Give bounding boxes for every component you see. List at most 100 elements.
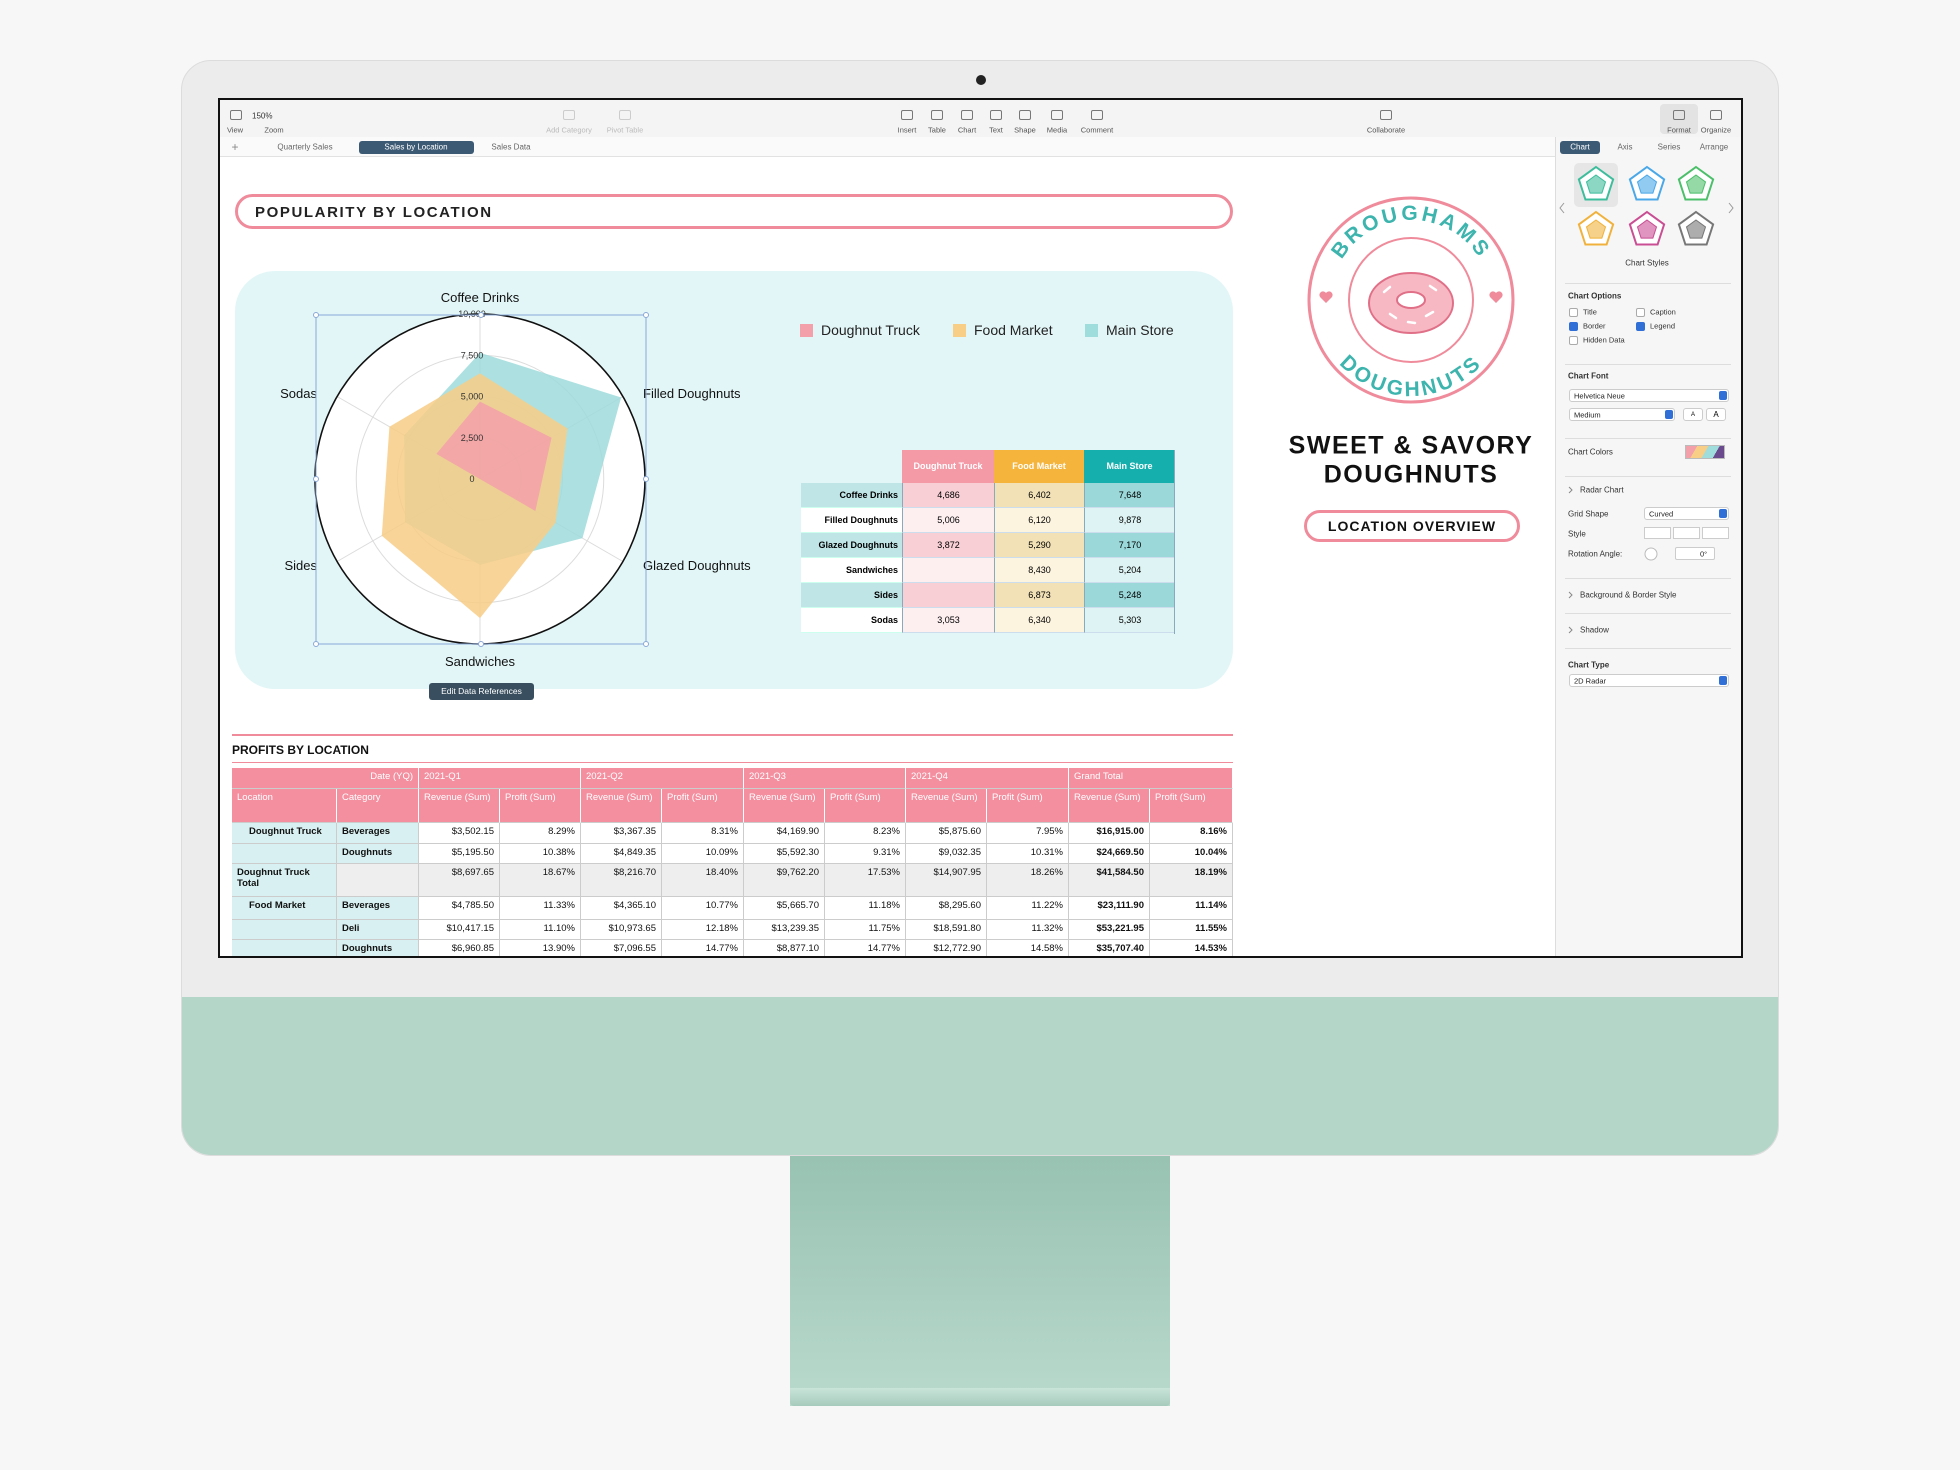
separator — [1565, 613, 1731, 614]
row-header: Filled Doughnuts — [801, 508, 902, 533]
toolbar-icon — [1019, 110, 1031, 120]
category-label: Filled Doughnuts — [643, 386, 741, 401]
value-cell: $14,907.95 — [906, 864, 987, 897]
rotation-field[interactable] — [1675, 547, 1715, 560]
inspector-tab[interactable]: Axis — [1617, 142, 1633, 152]
inspector-label[interactable]: Radar Chart — [1580, 485, 1624, 495]
value-cell: $23,111.90 — [1069, 897, 1150, 920]
table-cell: 6,120 — [994, 508, 1084, 533]
dropdown[interactable] — [1569, 389, 1729, 402]
style-button[interactable] — [1644, 527, 1671, 539]
table-cell: 5,204 — [1084, 558, 1175, 583]
option-label[interactable]: Caption — [1650, 307, 1676, 317]
rotation-value[interactable]: 0° — [1700, 549, 1708, 559]
inspector-label[interactable]: Background & Border Style — [1580, 590, 1677, 600]
dropdown-value[interactable]: Curved — [1649, 509, 1674, 518]
toolbar-label[interactable]: Shape — [1014, 125, 1036, 135]
value-cell: $8,216.70 — [581, 864, 662, 897]
inspector-tab[interactable]: Arrange — [1699, 142, 1729, 152]
inspector-tab[interactable]: Series — [1657, 142, 1681, 152]
sheet-tab[interactable]: Quarterly Sales — [277, 142, 333, 152]
toolbar-label[interactable]: View — [226, 125, 244, 135]
location-cell — [232, 844, 337, 864]
table-cell: 6,873 — [994, 583, 1084, 608]
table-cell: 9,878 — [1084, 508, 1175, 533]
category-cell: Beverages — [337, 897, 419, 920]
inspector-tab[interactable]: Chart — [1570, 142, 1590, 152]
value-cell: 10.09% — [662, 844, 744, 864]
legend-swatch — [1085, 324, 1098, 337]
category-label: Sodas — [280, 386, 317, 401]
icon — [230, 110, 242, 120]
inspector-label[interactable]: Shadow — [1580, 625, 1609, 635]
dropdown-value[interactable]: 2D Radar — [1574, 676, 1607, 685]
value-cell: 10.77% — [662, 897, 744, 920]
legend-swatch — [953, 324, 966, 337]
font-button[interactable]: A — [1706, 408, 1726, 421]
dropdown[interactable] — [1569, 674, 1729, 687]
toolbar-label[interactable]: Insert — [897, 125, 917, 135]
category-label: Sandwiches — [445, 654, 516, 669]
option-label[interactable]: Hidden Data — [1583, 335, 1625, 345]
color-swatch[interactable] — [1685, 445, 1725, 459]
checkbox[interactable] — [1636, 308, 1645, 317]
add-sheet[interactable]: + — [231, 140, 239, 154]
handle — [643, 641, 649, 647]
sheet-tab[interactable]: Sales by Location — [384, 142, 448, 152]
value-cell: $10,417.15 — [419, 920, 500, 940]
toolbar — [220, 100, 1741, 138]
toolbar-label[interactable]: Chart — [957, 125, 977, 135]
toolbar-icon — [619, 110, 631, 120]
value-cell: 12.18% — [662, 920, 744, 940]
checkbox[interactable] — [1569, 322, 1578, 331]
column-header: Profit (Sum) — [1150, 789, 1233, 823]
option-label[interactable]: Legend — [1650, 321, 1676, 331]
sheet-tab[interactable]: Sales Data — [491, 142, 531, 152]
table-cell: 7,170 — [1084, 533, 1175, 558]
checkbox[interactable] — [1636, 322, 1645, 331]
option-label[interactable]: Title — [1583, 307, 1597, 317]
toolbar-label[interactable]: Pivot Table — [606, 125, 644, 135]
toolbar-label[interactable]: Table — [928, 125, 946, 135]
period-header: 2021-Q1 — [419, 768, 581, 789]
chevron — [1559, 202, 1565, 214]
checkbox[interactable] — [1569, 308, 1578, 317]
toolbar-label[interactable]: Comment — [1080, 125, 1114, 135]
toolbar-label[interactable]: Zoom — [264, 125, 284, 135]
value-cell: $24,669.50 — [1069, 844, 1150, 864]
value-cell: 10.38% — [500, 844, 581, 864]
style-button[interactable] — [1702, 527, 1729, 539]
dropdown-value[interactable]: Medium — [1574, 410, 1601, 419]
style-button[interactable] — [1673, 527, 1700, 539]
table-cell: 5,303 — [1084, 608, 1175, 633]
checkbox[interactable] — [1569, 336, 1578, 345]
screen: POPULARITY BY LOCATION BROUGHAMS DOUGHNU… — [218, 98, 1743, 958]
toolbar-label[interactable]: Format — [1667, 125, 1691, 135]
toolbar-label[interactable]: Collaborate — [1366, 125, 1406, 135]
value-cell: $41,584.50 — [1069, 864, 1150, 897]
value-cell: $16,915.00 — [1069, 823, 1150, 844]
option-label[interactable]: Border — [1583, 321, 1606, 331]
toolbar-label[interactable]: Media — [1046, 125, 1068, 135]
handle — [313, 312, 319, 318]
zoom-value[interactable]: 150% — [252, 111, 273, 121]
value-cell: $3,502.15 — [419, 823, 500, 844]
category-cell: Doughnuts — [337, 940, 419, 956]
value-cell: $6,960.85 — [419, 940, 500, 956]
dropdown[interactable] — [1644, 507, 1729, 520]
value-cell: $4,169.90 — [744, 823, 825, 844]
location-cell: Doughnut Truck Total — [232, 864, 337, 897]
edit-data-button[interactable]: Edit Data References — [429, 683, 534, 700]
handle — [313, 641, 319, 647]
toolbar-label[interactable]: Organize — [1700, 125, 1732, 135]
font-button[interactable]: A — [1683, 408, 1703, 421]
category-cell: Beverages — [337, 823, 419, 844]
section-label: Chart Styles — [1625, 258, 1669, 268]
dropdown[interactable] — [1569, 408, 1675, 421]
toolbar-label[interactable]: Text — [989, 125, 1003, 135]
dropdown-value[interactable]: Helvetica Neue — [1574, 391, 1625, 400]
value-cell: $8,295.60 — [906, 897, 987, 920]
toolbar-label[interactable]: Add Category — [546, 125, 592, 135]
overview-button[interactable]: LOCATION OVERVIEW — [1304, 510, 1520, 542]
inspector-label: Rotation Angle: — [1568, 549, 1623, 559]
